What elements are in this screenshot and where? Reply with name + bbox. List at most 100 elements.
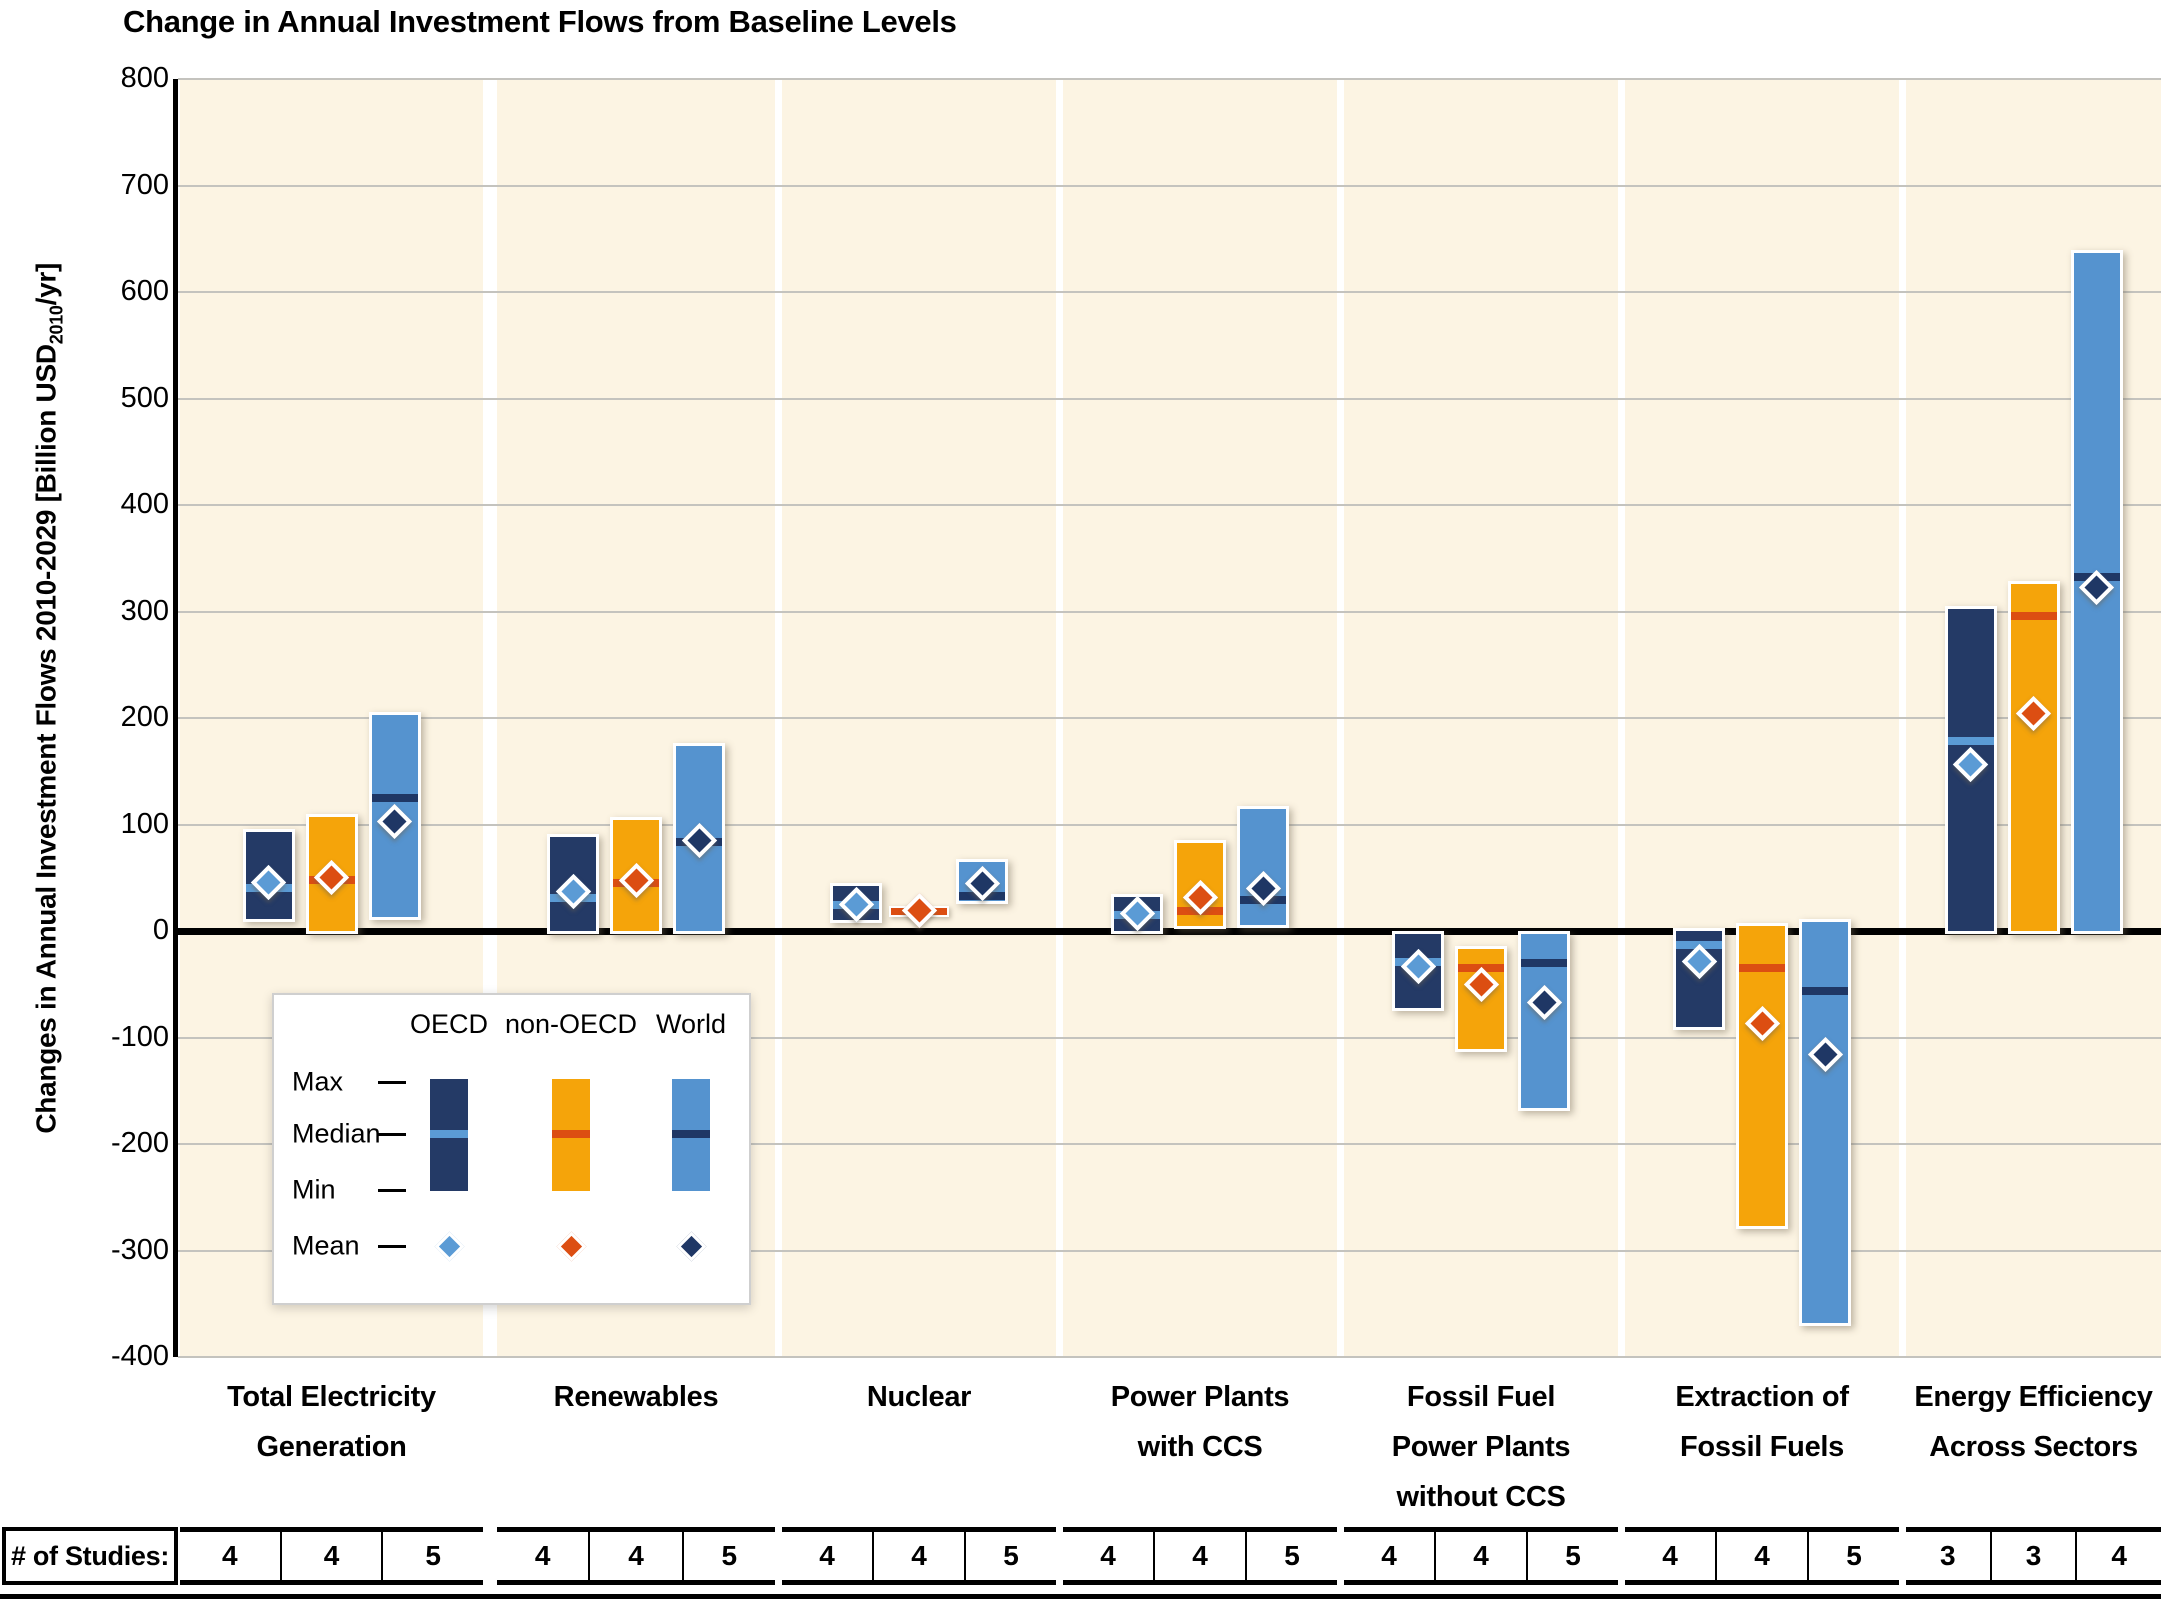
- legend-median-line: [552, 1130, 590, 1138]
- category-label-line: Nuclear: [866, 1381, 972, 1413]
- studies-count-cell: 4: [534, 1540, 551, 1571]
- legend-row-label: Max: [292, 1066, 344, 1097]
- y-tick-label: 400: [120, 488, 169, 520]
- studies-count-cell: 4: [279, 1532, 382, 1580]
- non-oecd-median-line: [2010, 611, 2057, 620]
- y-tick-label: -100: [110, 1020, 169, 1053]
- legend-median-line: [672, 1130, 710, 1138]
- y-axis-line: [173, 79, 178, 1357]
- category-label: Total Electricity Generation: [140, 1372, 523, 1472]
- legend-dash: [378, 1188, 406, 1192]
- category-label-line: Renewables: [553, 1381, 719, 1413]
- non-oecd-median-line: [1739, 964, 1785, 973]
- category-label-line: Energy Efficiency: [1914, 1381, 2153, 1413]
- category-label-line: Extraction of: [1675, 1381, 1849, 1413]
- studies-count-cell: 4: [1100, 1540, 1116, 1571]
- world-range-bar: [1799, 919, 1851, 1326]
- category-label-line: Across Sectors: [1929, 1431, 2138, 1463]
- studies-count-cell: 5: [381, 1532, 483, 1580]
- world-range-bar: [1237, 805, 1289, 928]
- legend-series-header: World: [655, 1009, 727, 1039]
- category-label: Renewables: [457, 1372, 815, 1422]
- category-label: Power Plants with CCS: [1023, 1372, 1377, 1472]
- gridline: [178, 823, 2161, 826]
- non-oecd-range-bar: [1736, 922, 1788, 1229]
- studies-count-cell: 3: [1940, 1540, 1956, 1571]
- legend-dash: [378, 1080, 406, 1084]
- category-label-line: Fossil Fuel: [1406, 1381, 1556, 1413]
- y-tick-label: -300: [110, 1233, 169, 1266]
- legend-mean-marker: [556, 1231, 586, 1261]
- category-label-line: Power Plants: [1391, 1431, 1571, 1463]
- gridline: [178, 1143, 2161, 1145]
- gridline: [178, 504, 2161, 506]
- y-axis-label-text: Changes in Annual Investment Flows 2010-…: [30, 344, 62, 1134]
- studies-count-cell: 4: [872, 1532, 964, 1580]
- world-median-line: [1802, 986, 1848, 995]
- gridline: [178, 184, 2161, 187]
- y-tick-label: 500: [120, 381, 169, 414]
- studies-row-label: # of Studies:: [2, 1527, 178, 1585]
- gridline: [178, 1249, 2161, 1252]
- category-label-line: with CCS: [1137, 1431, 1263, 1463]
- y-tick-label: 200: [120, 701, 169, 733]
- studies-count-cell: 4: [2075, 1532, 2161, 1580]
- studies-count-cell: 4: [819, 1540, 835, 1571]
- category-label: Extraction of Fossil Fuels: [1585, 1372, 1939, 1472]
- category-label: Fossil Fuel Power Plants without CCS: [1304, 1372, 1658, 1522]
- gridline: [178, 1356, 2161, 1358]
- legend-range-bar: [672, 1079, 710, 1191]
- studies-count-cell: 4: [588, 1532, 681, 1580]
- y-tick-label: 800: [120, 62, 169, 94]
- y-tick-label: 700: [120, 168, 169, 201]
- world-range-bar: [1518, 931, 1570, 1111]
- studies-count-cell: 5: [964, 1532, 1056, 1580]
- y-tick-label: -200: [110, 1127, 169, 1159]
- oecd-median-line: [1947, 737, 1994, 746]
- legend-series-header: non-OECD: [504, 1009, 638, 1039]
- chart-title: Change in Annual Investment Flows from B…: [123, 4, 957, 39]
- legend-series-header: OECD: [409, 1009, 489, 1039]
- y-tick-label: 300: [120, 594, 169, 627]
- world-median-line: [1521, 958, 1567, 967]
- gridline: [178, 397, 2161, 400]
- category-label: Energy Efficiency Across Sectors: [1866, 1372, 2161, 1472]
- zero-axis-line: [178, 928, 2161, 935]
- studies-count-cell: 5: [1807, 1532, 1899, 1580]
- y-axis-label-subscript: 2010: [46, 305, 67, 345]
- category-label-line: Generation: [256, 1431, 407, 1463]
- studies-count-cell: 5: [1245, 1532, 1337, 1580]
- gridline: [178, 717, 2161, 719]
- studies-count-cell: 4: [222, 1540, 238, 1571]
- non-oecd-range-bar: [2007, 580, 2060, 934]
- y-tick-label: -400: [110, 1340, 169, 1372]
- category-label-line: Power Plants: [1110, 1381, 1290, 1413]
- gridline: [178, 291, 2161, 293]
- world-median-line: [371, 793, 418, 802]
- legend-median-line: [430, 1130, 468, 1138]
- studies-count-cell: 4: [1662, 1540, 1678, 1571]
- category-label-line: Fossil Fuels: [1680, 1431, 1844, 1463]
- y-tick-label: 0: [152, 914, 169, 946]
- category-label-line: Total Electricity: [227, 1381, 436, 1413]
- legend-range-bar: [430, 1079, 468, 1191]
- legend-row-label: Min: [292, 1174, 336, 1205]
- gridline: [178, 1036, 2161, 1039]
- studies-count-cell: 5: [681, 1532, 775, 1580]
- gridline: [178, 610, 2161, 613]
- legend-range-bar: [552, 1079, 590, 1191]
- legend-row-label: Mean: [292, 1230, 360, 1261]
- legend-dash: [378, 1244, 406, 1248]
- bottom-rule: [0, 1594, 2161, 1599]
- world-range-bar: [368, 711, 421, 921]
- gridline: [178, 78, 2161, 80]
- legend-mean-marker: [676, 1231, 706, 1261]
